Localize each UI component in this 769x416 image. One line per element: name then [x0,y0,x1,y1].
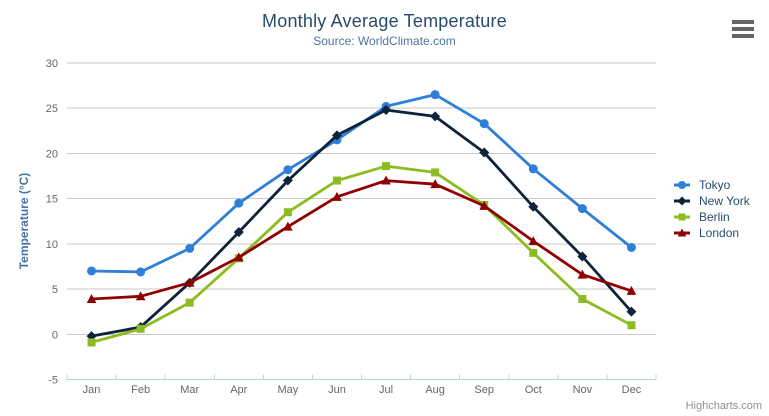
legend-marker-icon[interactable] [677,196,687,206]
series-marker-new-york[interactable] [331,130,342,141]
x-axis-label: Mar [180,384,199,396]
y-axis-label: 30 [46,58,58,70]
legend-item-tokyo[interactable]: Tokyo [674,177,750,193]
y-axis-label: 15 [46,194,58,206]
y-axis-title: Temperature (°C) [17,173,31,270]
series-marker-berlin[interactable] [332,176,341,185]
series-marker-london[interactable] [381,175,391,185]
legend-item-new-york[interactable]: New York [674,193,750,209]
series-marker-new-york[interactable] [430,111,441,122]
series-marker-new-york[interactable] [479,147,490,158]
series-line-berlin [90,164,633,344]
legend-item-berlin[interactable]: Berlin [674,209,750,225]
chart-title: Monthly Average Temperature [262,11,507,31]
y-axis-label: 10 [46,239,58,251]
series-marker-tokyo[interactable] [136,267,146,277]
legend-marker-icon[interactable] [677,228,687,237]
series-marker-london[interactable] [233,252,244,262]
legend: Tokyo New York Berlin London [674,177,750,241]
legend-marker-icon[interactable] [678,181,686,189]
series-marker-tokyo[interactable] [234,198,244,208]
x-axis-label: Jul [379,384,393,396]
x-axis-label: Jan [83,384,101,396]
hamburger-icon [732,20,754,24]
series-marker-berlin[interactable] [627,321,636,330]
series-marker-berlin[interactable] [529,248,538,257]
legend-item-label: New York [699,194,750,208]
series-marker-tokyo[interactable] [479,119,489,129]
series-line-london [90,179,633,301]
series-marker-london[interactable] [283,221,293,231]
legend-item-label: London [699,226,740,240]
series-marker-berlin[interactable] [283,208,292,217]
x-axis-label: Jun [328,384,346,396]
series-marker-tokyo[interactable] [430,90,440,100]
series-marker-london[interactable] [430,179,440,189]
y-axis-label: -5 [48,375,58,387]
legend-item-label: Tokyo [699,178,731,192]
series-marker-new-york[interactable] [381,105,392,116]
x-axis-label: Feb [131,384,150,396]
series-marker-tokyo[interactable] [283,165,293,175]
series-marker-berlin[interactable] [136,324,145,333]
x-axis-label: May [277,384,298,396]
series-marker-london[interactable] [332,191,342,201]
legend-item-london[interactable]: London [674,225,750,241]
series-marker-new-york[interactable] [233,227,244,238]
series-marker-london[interactable] [577,269,588,279]
series-marker-tokyo[interactable] [528,164,538,174]
london-legend-marker-icon [674,228,690,237]
berlin-legend-marker-icon [674,213,690,221]
y-axis-label: 0 [52,329,58,341]
series-marker-london[interactable] [184,277,195,287]
series-marker-new-york[interactable] [528,201,539,212]
x-axis-label: Apr [230,384,247,396]
export-menu-button[interactable] [732,20,754,38]
series-line-new-york [90,108,633,338]
new-york-legend-marker-icon [674,196,690,206]
y-axis-label: 25 [46,103,58,115]
series-marker-london[interactable] [528,236,539,246]
series-marker-london[interactable] [479,200,490,210]
series-marker-berlin[interactable] [578,295,587,304]
x-axis-label: Dec [622,384,642,396]
x-axis-label: Nov [573,384,593,396]
x-axis-label: Sep [474,384,494,396]
series-marker-berlin[interactable] [87,338,96,347]
legend-marker-icon[interactable] [678,213,686,221]
y-axis-label: 5 [52,284,58,296]
hamburger-icon [732,27,754,31]
series-marker-berlin[interactable] [382,162,391,171]
series-marker-berlin[interactable] [431,168,440,177]
x-axis-label: Aug [425,384,445,396]
series-marker-tokyo[interactable] [577,204,587,214]
series-marker-london[interactable] [135,291,146,301]
legend-item-label: Berlin [699,210,730,224]
series-marker-berlin[interactable] [185,298,194,307]
x-axis-label: Oct [525,384,542,396]
series-marker-tokyo[interactable] [185,243,195,253]
hamburger-icon [732,34,754,38]
series-marker-new-york[interactable] [626,306,637,317]
series-marker-tokyo[interactable] [87,266,97,276]
series-marker-london[interactable] [626,285,637,295]
series-marker-london[interactable] [86,294,97,304]
chart-subtitle: Source: WorldClimate.com [313,34,456,48]
series-marker-tokyo[interactable] [626,242,636,252]
y-axis-label: 20 [46,148,58,160]
series-marker-new-york[interactable] [577,251,588,262]
credits-link[interactable]: Highcharts.com [685,400,762,412]
tokyo-legend-marker-icon [674,181,690,189]
series-marker-new-york[interactable] [282,175,293,186]
